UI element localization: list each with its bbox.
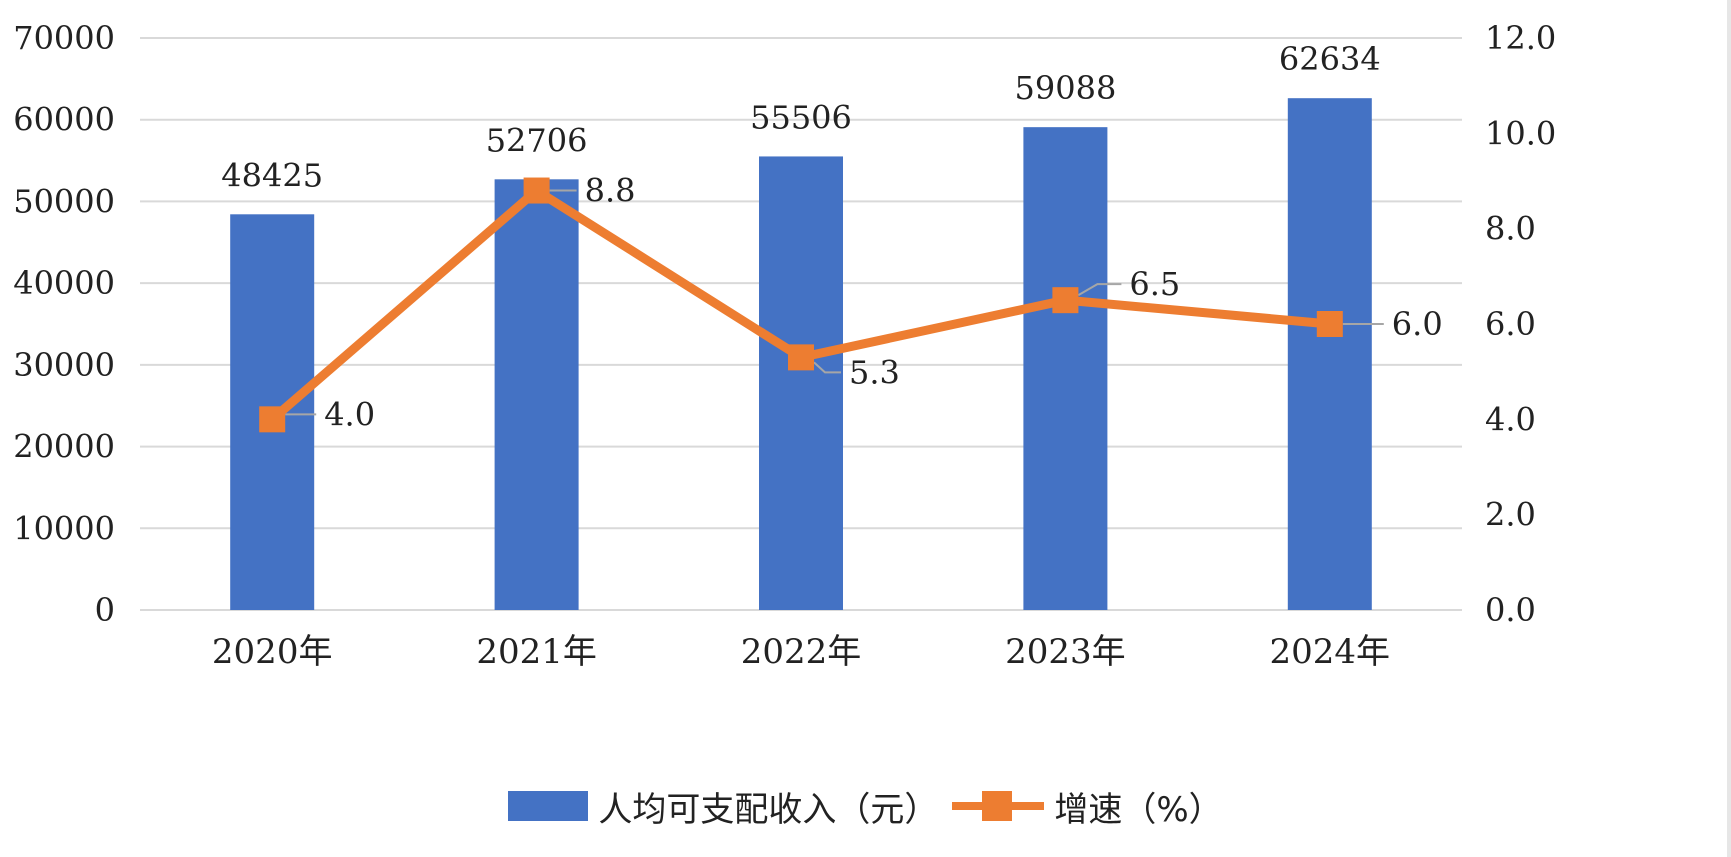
bar [1287, 98, 1372, 611]
line-marker [523, 177, 550, 204]
y-right-tick-label: 0.0 [1485, 591, 1536, 629]
chart-svg: 48425 52706 55506 59088 62634 4.0 8.8 5.3 6.5 6.0… [13, 19, 1556, 672]
legend-label-growth: 增速（%） [1054, 789, 1223, 830]
line-value-label: 6.0 [1392, 305, 1443, 343]
legend-swatch-line [952, 791, 1045, 821]
y-left-tick-label: 30000 [13, 346, 115, 384]
bar [759, 156, 843, 610]
bar [494, 179, 579, 610]
y-left-tick-label: 20000 [13, 428, 115, 466]
bar-series [230, 98, 1372, 611]
y-right-tick-label: 8.0 [1485, 210, 1536, 248]
y-right-tick-label: 4.0 [1485, 400, 1536, 438]
line-marker [1316, 311, 1343, 337]
line-marker [259, 406, 286, 433]
legend-swatch-bar [508, 791, 589, 821]
x-tick-label: 2023年 [1005, 632, 1126, 672]
x-tick-label: 2021年 [476, 632, 597, 672]
y-right-tick-label: 12.0 [1485, 19, 1556, 57]
legend-label-income: 人均可支配收入（元） [598, 789, 939, 830]
leader-lines [285, 189, 1384, 416]
y-left-tick-label: 40000 [13, 264, 115, 302]
legend-item-income: 人均可支配收入（元） [508, 782, 938, 831]
y-left-tick-label: 70000 [13, 19, 115, 57]
x-tick-label: 2024年 [1270, 632, 1391, 672]
bar [1023, 127, 1108, 610]
axes: 0 10000 20000 30000 40000 50000 60000 70000 0.0 2… [13, 19, 1556, 672]
legend-item-growth: 增速（%） [952, 782, 1223, 831]
line-value-label: 4.0 [324, 395, 375, 433]
x-tick-label: 2020年 [212, 632, 333, 672]
y-left-tick-label: 0 [95, 591, 115, 629]
line-value-label: 5.3 [849, 353, 900, 391]
leader-line [1077, 283, 1122, 297]
line-marker [1052, 287, 1079, 314]
data-labels: 48425 52706 55506 59088 62634 4.0 8.8 5.3 6.5 6.0 [221, 40, 1442, 433]
bar-value-label: 52706 [486, 121, 588, 159]
y-left-tick-label: 50000 [13, 182, 115, 220]
line-value-label: 6.5 [1129, 265, 1180, 303]
line-series [259, 177, 1343, 433]
x-tick-label: 2022年 [741, 632, 862, 672]
bar-value-label: 59088 [1015, 69, 1117, 107]
line-value-label: 8.8 [585, 172, 636, 210]
legend: 人均可支配收入（元） 增速（%） [0, 778, 1731, 834]
y-right-tick-label: 10.0 [1485, 114, 1556, 152]
y-left-tick-label: 60000 [13, 101, 115, 139]
page-edge [1727, 0, 1731, 857]
y-left-tick-label: 10000 [13, 509, 115, 547]
y-right-tick-label: 6.0 [1485, 305, 1536, 343]
bar-value-label: 55506 [750, 98, 852, 136]
bar-value-label: 48425 [221, 156, 323, 194]
bar-value-label: 62634 [1279, 40, 1381, 78]
leader-line [813, 361, 841, 374]
line-marker [788, 344, 814, 371]
y-right-tick-label: 2.0 [1485, 496, 1536, 534]
